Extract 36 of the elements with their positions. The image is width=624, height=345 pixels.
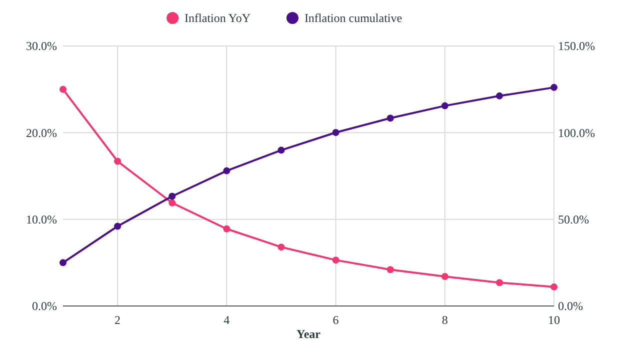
legend-label: Inflation cumulative — [304, 11, 402, 25]
point — [223, 225, 230, 232]
y-tick-label: 10.0% — [26, 212, 57, 227]
point — [386, 266, 394, 274]
x-tick-label: 2 — [114, 313, 121, 327]
point — [168, 192, 176, 200]
point — [496, 92, 503, 100]
point — [441, 102, 448, 110]
point — [114, 158, 122, 165]
point — [60, 259, 66, 266]
point — [550, 283, 558, 290]
y2-tick-label: 50.0% — [558, 212, 589, 227]
point — [223, 167, 230, 174]
point — [60, 86, 66, 93]
legend-label: Inflation YoY — [184, 11, 251, 25]
point — [332, 128, 340, 136]
x-tick-label: 4 — [224, 313, 230, 327]
point — [278, 244, 285, 251]
point — [441, 273, 448, 280]
x-tick-label: 10 — [548, 313, 560, 327]
y-tick-label: 30.0% — [26, 39, 57, 54]
point — [550, 84, 558, 91]
x-axis-title: Year — [296, 327, 322, 341]
point — [278, 146, 285, 154]
x-tick-label: 6 — [332, 313, 339, 327]
y2-tick-label: 0.0% — [558, 299, 583, 314]
y-tick-label: 20.0% — [26, 126, 57, 140]
point — [386, 114, 394, 122]
point — [496, 279, 503, 286]
y2-tick-label: 150.0% — [558, 39, 595, 54]
point — [114, 222, 122, 230]
point — [168, 199, 176, 206]
y2-tick-label: 100.0% — [558, 126, 595, 140]
y-tick-label: 0.0% — [32, 299, 57, 314]
point — [332, 256, 340, 264]
x-tick-label: 8 — [442, 313, 448, 327]
